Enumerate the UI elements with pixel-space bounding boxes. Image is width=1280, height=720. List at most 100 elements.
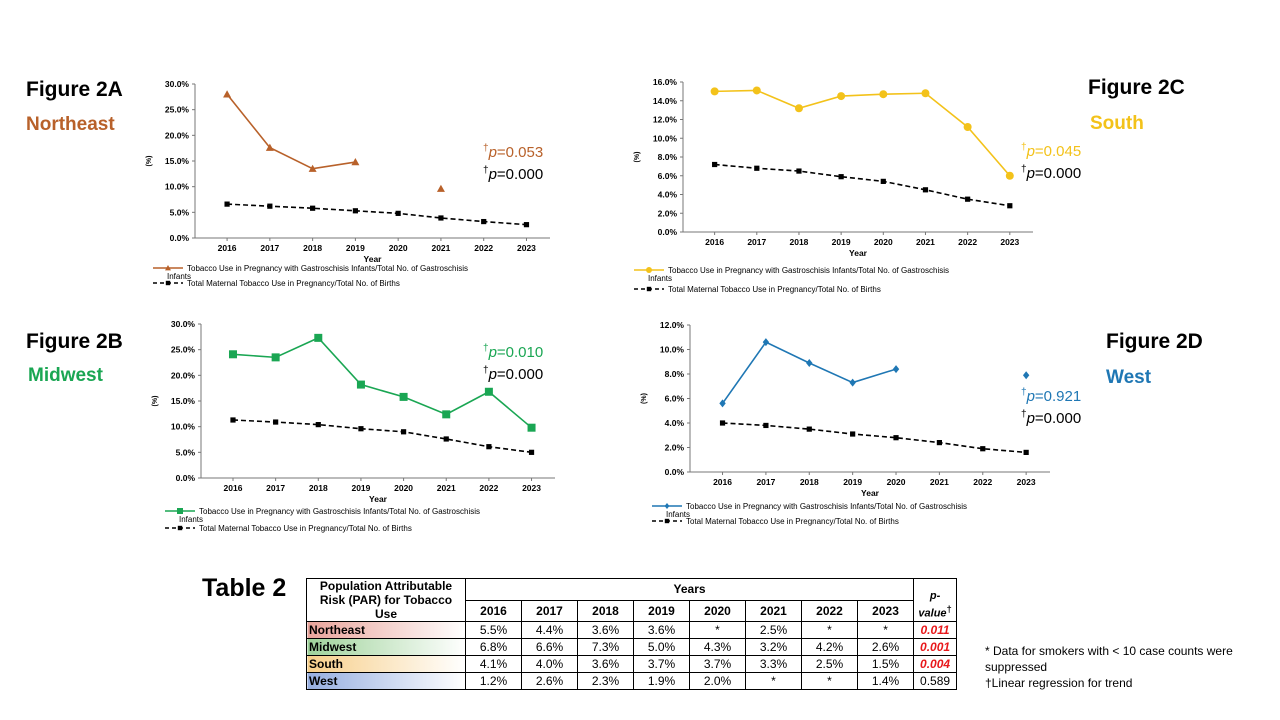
par-cell: 4.1% [465, 655, 522, 673]
pvalue-cell: 0.001 [913, 638, 958, 656]
total-tobacco-point [1007, 203, 1013, 209]
y-tick-label: 5.0% [176, 447, 196, 457]
y-tick-label: 14.0% [653, 96, 678, 106]
total-tobacco-point [400, 429, 407, 435]
x-axis-label: Year [364, 254, 383, 264]
gastroschisis-line [226, 93, 356, 170]
total-tobacco-point [395, 210, 401, 216]
total-tobacco-point [936, 440, 942, 446]
x-axis-label: Year [861, 488, 880, 498]
y-tick-label: 2.0% [658, 208, 678, 218]
par-cell: 1.2% [465, 672, 522, 690]
gastroschisis-point [879, 90, 888, 99]
total-tobacco-point [1023, 449, 1029, 455]
y-tick-label: 10.0% [171, 422, 196, 432]
year-header-2021: 2021 [745, 599, 802, 622]
total-tobacco-point [965, 196, 971, 202]
year-header-2020: 2020 [689, 599, 746, 622]
legend-marker-total [646, 286, 652, 292]
x-tick-label: 2021 [930, 477, 949, 487]
x-tick-label: 2023 [1017, 477, 1036, 487]
y-tick-label: 30.0% [165, 79, 190, 89]
x-tick-label: 2018 [790, 237, 809, 247]
par-cell: 4.3% [689, 638, 746, 656]
gastroschisis-line [232, 336, 533, 429]
y-tick-label: 0.0% [176, 473, 196, 483]
gastroschisis-point [484, 387, 493, 396]
y-tick-label: 4.0% [665, 418, 685, 428]
row-header: Population Attributable Risk (PAR) for T… [306, 578, 466, 622]
legend-label-total: Total Maternal Tobacco Use in Pregnancy/… [199, 524, 412, 533]
gastroschisis-point [228, 350, 237, 359]
total-tobacco-line [722, 422, 1027, 454]
x-tick-label: 2021 [916, 237, 935, 247]
x-tick-label: 2022 [958, 237, 977, 247]
legend-marker-total [664, 518, 670, 524]
par-cell: 2.3% [577, 672, 634, 690]
x-tick-label: 2022 [474, 243, 493, 253]
pval-gastroschisis: †p=0.921 [1021, 387, 1082, 405]
total-tobacco-point [763, 422, 769, 429]
x-tick-label: 2019 [843, 477, 862, 487]
par-cell: * [801, 672, 858, 690]
total-tobacco-point [922, 187, 929, 193]
y-tick-label: 6.0% [658, 171, 678, 181]
total-tobacco-point [273, 419, 279, 425]
suppression-note: * Data for smokers with < 10 case counts… [985, 644, 1233, 674]
table-row: Northeast 5.5% 4.4% 3.6% 3.6% * 2.5% * * 0.011 [306, 621, 958, 639]
gastroschisis-point [527, 423, 536, 432]
pval-total: †p=0.000 [483, 165, 544, 183]
par-cell: 6.8% [465, 638, 522, 656]
y-tick-label: 20.0% [171, 370, 196, 380]
pvalue-cell: 0.589 [913, 672, 958, 690]
x-tick-label: 2016 [218, 243, 237, 253]
figure-2d-region: West [1106, 367, 1152, 388]
figure-2a-region: Northeast [26, 114, 115, 135]
year-header-2022: 2022 [801, 599, 858, 622]
legend-label-total: Total Maternal Tobacco Use in Pregnancy/… [686, 517, 899, 526]
y-axis-label: (%) [152, 396, 159, 407]
gastroschisis-point [271, 353, 280, 362]
total-tobacco-point [481, 218, 487, 225]
legend-marker-gastroschisis [165, 265, 171, 271]
x-tick-label: 2019 [346, 243, 365, 253]
y-tick-label: 6.0% [665, 394, 685, 404]
x-tick-label: 2018 [303, 243, 322, 253]
legend-marker-gastroschisis [646, 267, 652, 273]
x-tick-label: 2023 [1000, 237, 1019, 247]
figure-2a-title: Figure 2A [26, 78, 123, 101]
pval-gastroschisis: †p=0.053 [483, 143, 544, 161]
region-cell: South [306, 655, 466, 673]
total-tobacco-point [838, 174, 844, 180]
total-tobacco-point [310, 205, 316, 211]
total-tobacco-point [893, 435, 899, 441]
total-tobacco-point [224, 201, 230, 207]
table-notes: * Data for smokers with < 10 case counts… [985, 643, 1280, 691]
pvalue-header: p-value† [913, 578, 958, 622]
year-header-2023: 2023 [856, 599, 915, 622]
par-cell: 4.2% [801, 638, 858, 656]
y-tick-label: 12.0% [653, 115, 678, 125]
x-tick-label: 2016 [705, 237, 724, 247]
gastroschisis-point [436, 184, 445, 192]
pvalue-cell: 0.011 [913, 621, 958, 639]
y-tick-label: 15.0% [165, 156, 190, 166]
y-tick-label: 10.0% [660, 345, 685, 355]
pval-total: †p=0.000 [1021, 409, 1082, 427]
total-tobacco-point [230, 417, 236, 423]
par-cell: 1.9% [633, 672, 690, 690]
total-tobacco-point [358, 426, 364, 432]
regression-note: †Linear regression for trend [985, 676, 1133, 690]
y-tick-label: 8.0% [665, 369, 685, 379]
x-tick-label: 2023 [517, 243, 536, 253]
region-cell: Northeast [306, 621, 466, 639]
gastroschisis-point [921, 89, 930, 98]
total-tobacco-point [315, 422, 321, 428]
gastroschisis-line [714, 89, 1011, 177]
par-cell: 3.6% [577, 655, 634, 673]
total-tobacco-point [528, 449, 535, 455]
gastroschisis-point [265, 143, 274, 151]
